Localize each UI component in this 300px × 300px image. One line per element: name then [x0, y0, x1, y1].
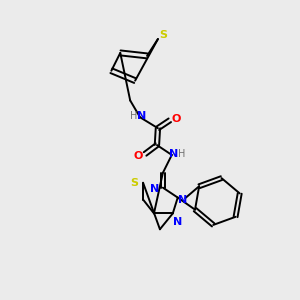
Text: N: N: [137, 111, 147, 121]
Text: H: H: [178, 149, 185, 159]
Text: O: O: [134, 151, 143, 161]
Text: N: N: [178, 194, 187, 205]
Text: N: N: [173, 217, 182, 227]
Text: S: S: [130, 178, 138, 188]
Text: N: N: [150, 184, 160, 194]
Text: N: N: [169, 149, 178, 159]
Text: H: H: [130, 111, 138, 121]
Text: O: O: [171, 114, 180, 124]
Text: S: S: [159, 30, 167, 40]
